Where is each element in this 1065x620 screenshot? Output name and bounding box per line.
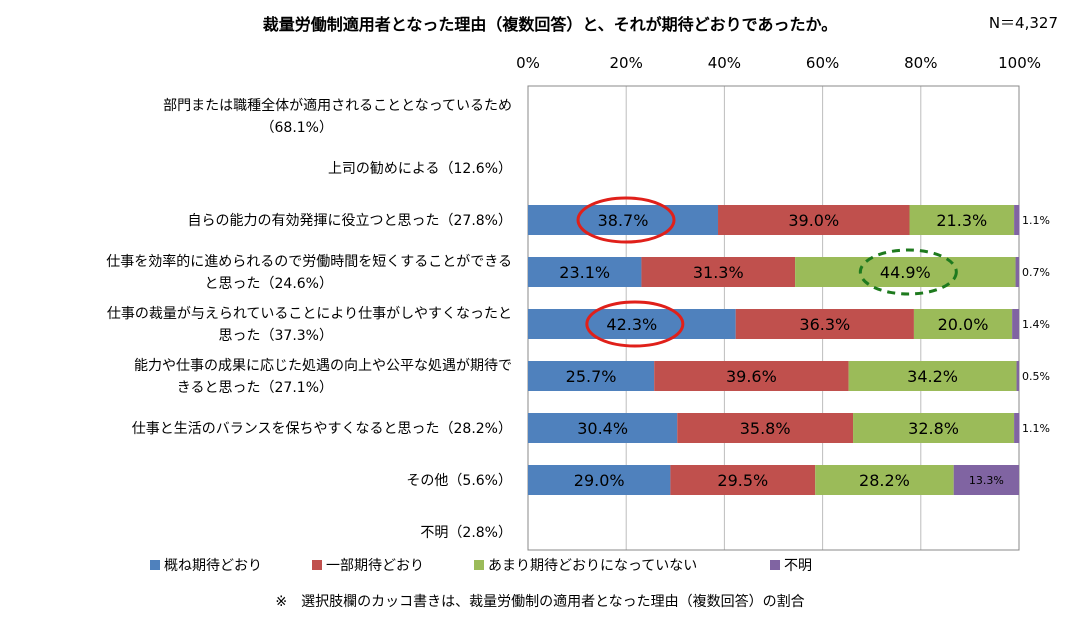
bar-segment bbox=[528, 413, 678, 443]
data-label: 34.2% bbox=[907, 367, 958, 386]
bar-segment bbox=[641, 257, 796, 287]
bar-segment bbox=[909, 205, 1015, 235]
x-tick-label: 40% bbox=[708, 54, 741, 72]
category-label-line: 仕事の裁量が与えられていることにより仕事がしやすくなったと bbox=[107, 306, 512, 322]
data-label: 25.7% bbox=[566, 367, 617, 386]
category-label-line: 自らの能力の有効発揮に役立つと思った（27.8%） bbox=[188, 213, 512, 229]
bar-segment bbox=[848, 361, 1017, 391]
category-label: 上司の勧めによる（12.6%） bbox=[328, 160, 512, 177]
legend-label: あまり期待どおりになっていない bbox=[488, 558, 697, 574]
legend: 概ね期待どおり 一部期待どおり あまり期待どおりになっていない 不明 bbox=[150, 558, 812, 574]
data-label: 21.3% bbox=[936, 211, 987, 230]
data-label: 30.4% bbox=[577, 419, 628, 438]
data-label: 42.3% bbox=[606, 315, 657, 334]
bar-segment bbox=[815, 465, 954, 495]
data-label: 36.3% bbox=[799, 315, 850, 334]
category-label-line: 不明（2.8%） bbox=[420, 525, 512, 541]
category-label-line: 上司の勧めによる（12.6%） bbox=[328, 160, 512, 177]
legend-swatch bbox=[150, 560, 160, 570]
bar-segment bbox=[735, 309, 914, 339]
category-label-line: 部門または職種全体が適用されることとなっているため bbox=[163, 97, 512, 114]
plot-area: 0% 20% 40% 60% 80% 100% 部門または職種全体が適用されることとなってい… bbox=[106, 54, 1050, 551]
category-label: 仕事の裁量が与えられていることにより仕事がしやすくなったと思った（37.3%） bbox=[107, 306, 512, 344]
chart-title: 裁量労働制適用者となった理由（複数回答）と、それが期待どおりであったか。 bbox=[263, 15, 837, 34]
bar-segment bbox=[853, 413, 1015, 443]
bar-segment bbox=[677, 413, 854, 443]
data-label: 23.1% bbox=[559, 263, 610, 282]
footnote: ※ 選択肢欄のカッコ書きは、裁量労働制の適用者となった理由（複数回答）の割合 bbox=[275, 593, 804, 610]
data-label: 29.5% bbox=[717, 471, 768, 490]
data-label: 1.4% bbox=[1022, 318, 1050, 331]
bar-segment bbox=[1015, 257, 1019, 287]
bar-segment bbox=[654, 361, 849, 391]
category-label-line: 仕事と生活のバランスを保ちやすくなると思った（28.2%） bbox=[132, 421, 512, 437]
category-label: 仕事を効率的に進められるので労働時間を短くすることができると思った（24.6%） bbox=[106, 253, 512, 292]
category-label-line: （68.1%） bbox=[261, 120, 333, 136]
data-label: 29.0% bbox=[574, 471, 625, 490]
x-tick-label: 100% bbox=[998, 54, 1041, 72]
bar-segment bbox=[1016, 361, 1019, 391]
bar-segment bbox=[953, 465, 1019, 495]
legend-label: 不明 bbox=[784, 558, 812, 574]
legend-label: 一部期待どおり bbox=[326, 558, 424, 574]
bar-segment bbox=[718, 205, 910, 235]
bar-segment bbox=[1014, 413, 1020, 443]
data-label: 0.5% bbox=[1022, 370, 1050, 383]
bar-segment bbox=[913, 309, 1013, 339]
category-label: 自らの能力の有効発揮に役立つと思った（27.8%） bbox=[188, 213, 512, 229]
legend-swatch bbox=[474, 560, 484, 570]
category-label: 不明（2.8%） bbox=[420, 525, 512, 541]
category-label: 能力や仕事の成果に応じた処遇の向上や公平な処遇が期待できると思った（27.1%） bbox=[134, 358, 512, 396]
highlight-ellipse bbox=[585, 300, 685, 348]
category-label-line: と思った（24.6%） bbox=[205, 276, 333, 292]
data-label: 32.8% bbox=[908, 419, 959, 438]
category-label-line: 仕事を効率的に進められるので労働時間を短くすることができる bbox=[106, 253, 512, 270]
legend-swatch bbox=[312, 560, 322, 570]
category-label: その他（5.6%） bbox=[406, 473, 512, 489]
data-label: 44.9% bbox=[880, 263, 931, 282]
highlight-ellipse bbox=[576, 196, 676, 244]
category-label: 部門または職種全体が適用されることとなっているため （68.1%） bbox=[163, 97, 512, 136]
data-label: 1.1% bbox=[1022, 214, 1050, 227]
bar-segment bbox=[528, 257, 642, 287]
bar-segment bbox=[528, 465, 671, 495]
category-label-line: 能力や仕事の成果に応じた処遇の向上や公平な処遇が期待で bbox=[134, 358, 512, 374]
bar-segment bbox=[528, 309, 736, 339]
category-label: 仕事と生活のバランスを保ちやすくなると思った（28.2%） bbox=[132, 421, 512, 437]
data-label: 39.0% bbox=[788, 211, 839, 230]
data-label: 35.8% bbox=[740, 419, 791, 438]
category-label-line: その他（5.6%） bbox=[406, 473, 512, 489]
sample-size: N＝4,327 bbox=[989, 14, 1058, 32]
data-label: 38.7% bbox=[598, 211, 649, 230]
bar-segment bbox=[1012, 309, 1019, 339]
data-label: 0.7% bbox=[1022, 266, 1050, 279]
bar-segment bbox=[528, 361, 655, 391]
x-tick-label: 0% bbox=[516, 54, 540, 72]
category-label-line: きると思った（27.1%） bbox=[177, 380, 333, 396]
category-label-line: 思った（37.3%） bbox=[219, 328, 333, 344]
bar-segment bbox=[795, 257, 1016, 287]
bar-segment bbox=[528, 205, 719, 235]
bar-segment bbox=[670, 465, 816, 495]
data-label: 28.2% bbox=[859, 471, 910, 490]
x-tick-label: 80% bbox=[904, 54, 937, 72]
data-label: 1.1% bbox=[1022, 422, 1050, 435]
data-label: 13.3% bbox=[969, 474, 1004, 487]
highlight-ellipse bbox=[858, 248, 958, 296]
data-label: 39.6% bbox=[726, 367, 777, 386]
legend-swatch bbox=[770, 560, 780, 570]
data-label: 20.0% bbox=[938, 315, 989, 334]
x-tick-label: 60% bbox=[806, 54, 839, 72]
data-label: 31.3% bbox=[693, 263, 744, 282]
x-tick-label: 20% bbox=[610, 54, 643, 72]
bar-segment bbox=[1014, 205, 1020, 235]
legend-label: 概ね期待どおり bbox=[164, 558, 262, 574]
